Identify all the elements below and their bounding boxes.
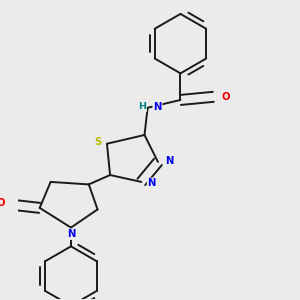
Text: S: S: [94, 137, 101, 147]
Text: H: H: [138, 102, 146, 111]
Text: N: N: [148, 178, 156, 188]
Text: N: N: [165, 156, 173, 166]
Text: N: N: [68, 229, 76, 239]
Text: N: N: [153, 102, 162, 112]
Text: O: O: [0, 198, 5, 208]
Text: O: O: [221, 92, 230, 102]
